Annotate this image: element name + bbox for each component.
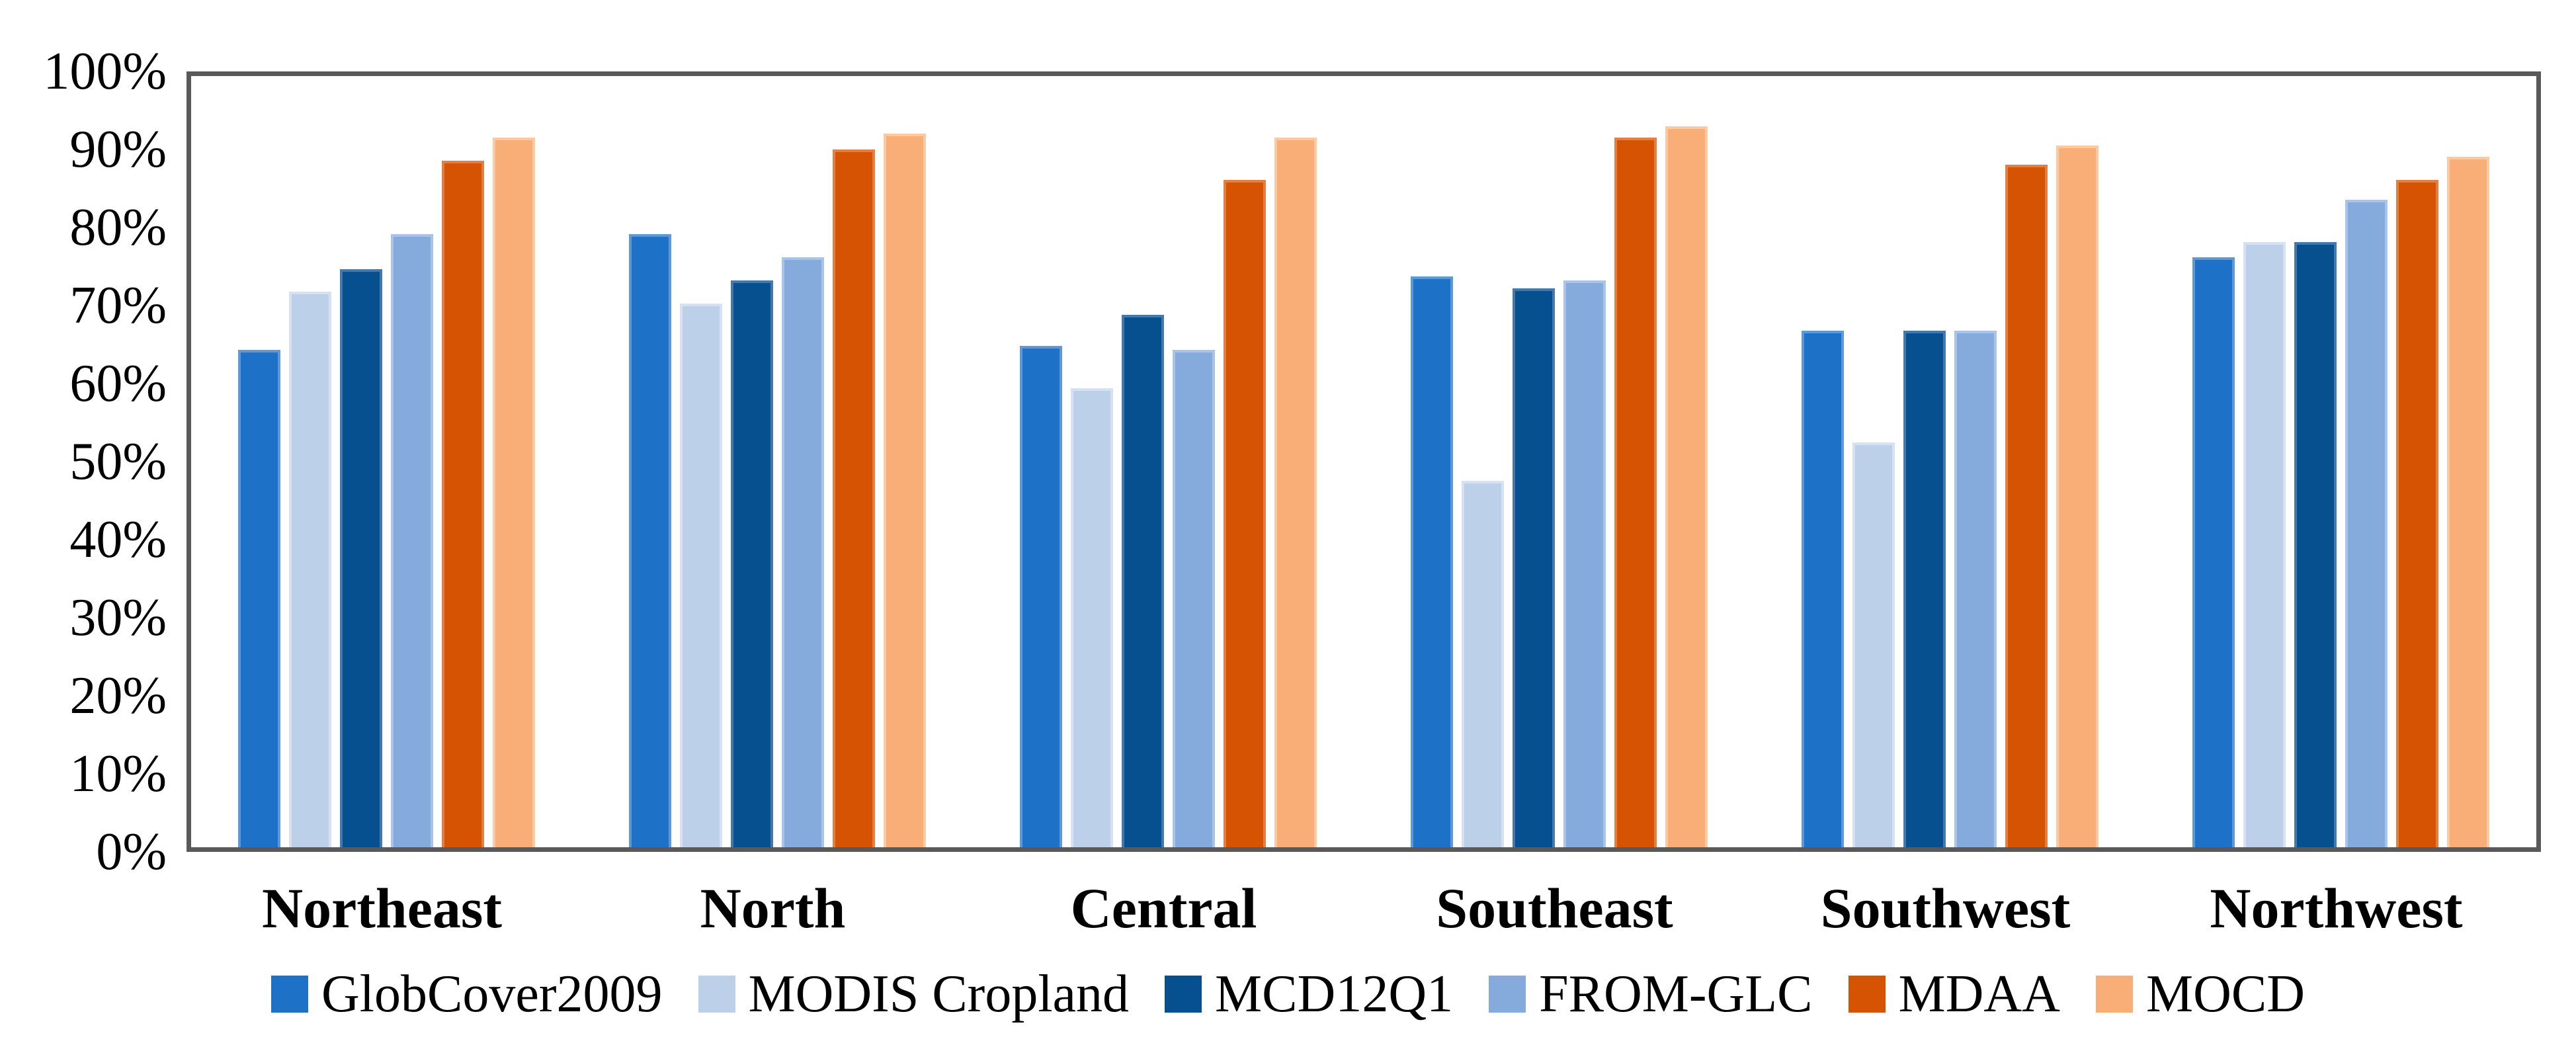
legend-marker-icon xyxy=(270,976,308,1013)
bar-mcd12q1-southwest xyxy=(1903,330,1946,847)
bar-globcover2009-southeast xyxy=(1411,276,1453,847)
bar-mcd12q1-northeast xyxy=(340,269,382,847)
y-tick-label: 60% xyxy=(69,355,167,413)
bar-group-northeast xyxy=(191,76,582,847)
bar-mdaa-southeast xyxy=(1614,138,1657,847)
bar-group-southwest xyxy=(1755,76,2145,847)
bar-modis-cropland-northeast xyxy=(289,292,331,847)
bar-mocd-northeast xyxy=(493,138,535,847)
bar-modis-cropland-northwest xyxy=(2243,241,2286,847)
x-category-label-north: North xyxy=(700,876,846,940)
y-tick-label: 0% xyxy=(96,823,167,881)
bar-mocd-southwest xyxy=(2056,145,2098,847)
bar-from-glc-north xyxy=(782,257,824,847)
legend-item-globcover2009: GlobCover2009 xyxy=(270,965,663,1023)
bar-mcd12q1-north xyxy=(731,280,773,847)
bar-mdaa-central xyxy=(1224,180,1266,847)
legend-item-from-glc: FROM-GLC xyxy=(1489,965,1813,1023)
bar-globcover2009-northeast xyxy=(238,349,280,847)
bar-mocd-southeast xyxy=(1665,126,1708,847)
bar-from-glc-southwest xyxy=(1954,330,1997,847)
legend-item-mcd12q1: MCD12Q1 xyxy=(1165,968,1453,1021)
legend-marker-icon xyxy=(2095,976,2133,1013)
bar-mocd-central xyxy=(1274,138,1317,847)
bar-modis-cropland-north xyxy=(680,303,722,847)
bar-mcd12q1-southeast xyxy=(1513,288,1555,847)
legend-marker-icon xyxy=(1165,976,1202,1013)
y-tick-label: 40% xyxy=(69,511,167,569)
x-category-label-northwest: Northwest xyxy=(2210,876,2463,940)
y-tick-label: 20% xyxy=(69,667,167,725)
bar-modis-cropland-southwest xyxy=(1852,442,1895,847)
legend-item-mdaa: MDAA xyxy=(1848,965,2060,1023)
bar-mdaa-northwest xyxy=(2396,180,2438,847)
bar-mocd-northwest xyxy=(2447,157,2489,847)
bar-mocd-north xyxy=(884,134,926,847)
bar-group-southeast xyxy=(1364,76,1755,847)
y-tick-label: 80% xyxy=(69,198,167,257)
bar-mdaa-northeast xyxy=(442,161,484,847)
legend-label: MCD12Q1 xyxy=(1215,965,1454,1023)
bar-modis-cropland-central xyxy=(1071,388,1113,847)
bar-globcover2009-northwest xyxy=(2192,257,2235,847)
bar-modis-cropland-southeast xyxy=(1462,481,1504,847)
bar-globcover2009-southwest xyxy=(1802,330,1844,847)
bar-from-glc-northwest xyxy=(2345,199,2388,847)
y-axis: 0% 10% 20% 30% 40% 50% 60% 70% 80% 90% 100% xyxy=(0,0,173,1047)
legend-marker-icon xyxy=(1489,976,1526,1013)
bar-mcd12q1-central xyxy=(1122,315,1164,847)
y-tick-label: 30% xyxy=(69,589,167,647)
bar-from-glc-northeast xyxy=(391,234,433,847)
x-category-label-central: Central xyxy=(1070,876,1257,940)
bar-group-north xyxy=(582,76,973,847)
bar-mdaa-north xyxy=(833,149,875,847)
legend-marker-icon xyxy=(1848,976,1886,1013)
y-tick-label: 100% xyxy=(43,42,167,101)
bar-mdaa-southwest xyxy=(2005,165,2048,847)
y-tick-label: 10% xyxy=(69,745,167,803)
y-tick-label: 90% xyxy=(69,120,167,179)
y-tick-label: 70% xyxy=(69,276,167,335)
x-category-label-southeast: Southeast xyxy=(1436,876,1673,940)
x-category-label-northeast: Northeast xyxy=(261,876,503,940)
bar-from-glc-central xyxy=(1173,349,1215,847)
x-category-label-southwest: Southwest xyxy=(1820,876,2071,940)
legend-item-modis-cropland: MODIS Cropland xyxy=(698,965,1130,1023)
bar-globcover2009-central xyxy=(1020,346,1062,847)
bar-group-northwest xyxy=(2145,76,2536,847)
legend-label: MOCD xyxy=(2145,965,2305,1023)
legend: GlobCover2009 MODIS Cropland MCD12Q1 FROM-G… xyxy=(0,951,2576,1037)
legend-marker-icon xyxy=(698,976,735,1013)
plot-area xyxy=(187,71,2541,852)
legend-item-mocd: MOCD xyxy=(2095,965,2305,1023)
bar-from-glc-southeast xyxy=(1563,280,1606,847)
x-axis: Northeast North Central Southeast Southwest N… xyxy=(187,880,2541,952)
legend-label: GlobCover2009 xyxy=(321,965,663,1023)
legend-label: MDAA xyxy=(1898,965,2060,1023)
legend-label: MODIS Cropland xyxy=(748,965,1130,1023)
y-tick-label: 50% xyxy=(69,433,167,491)
bar-group-central xyxy=(973,76,1364,847)
bar-mcd12q1-northwest xyxy=(2294,241,2337,847)
bar-globcover2009-north xyxy=(629,234,671,847)
legend-label: FROM-GLC xyxy=(1539,965,1813,1023)
